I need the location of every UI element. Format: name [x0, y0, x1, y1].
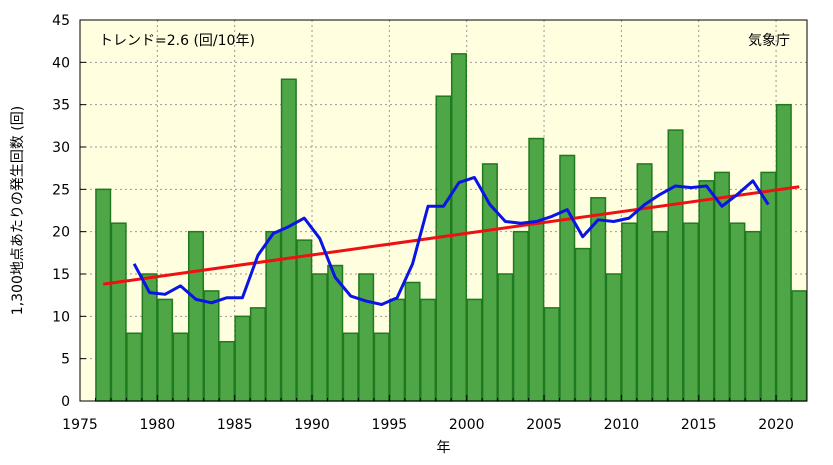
bar-1999 [450, 53, 467, 402]
plot-frame [79, 19, 808, 402]
bar-1990 [311, 273, 328, 402]
bar-2017 [729, 222, 746, 402]
y-tick-label: 30 [52, 140, 70, 156]
y-tick-label: 5 [61, 352, 70, 368]
y-tick-label: 25 [52, 182, 70, 198]
bar-2007 [574, 247, 591, 402]
moving-average-line [132, 175, 770, 306]
bar-2004 [528, 137, 545, 402]
bar-2003 [512, 230, 529, 402]
bar-2019 [760, 171, 777, 402]
bar-2012 [652, 230, 669, 402]
bar-1996 [404, 281, 421, 402]
y-tick-label: 40 [52, 55, 70, 71]
bar-1988 [280, 78, 297, 402]
x-tick-label: 2015 [681, 417, 717, 433]
bar-2000 [466, 298, 483, 402]
bar-2018 [744, 230, 761, 402]
y-tick-label: 0 [61, 394, 70, 410]
bar-1976 [95, 188, 112, 402]
bar-1983 [203, 290, 220, 402]
x-axis-label: 年 [437, 440, 451, 456]
bar-1992 [342, 332, 359, 402]
bar-2010 [621, 222, 638, 402]
bar-2001 [481, 163, 498, 402]
bar-2008 [590, 197, 607, 402]
y-tick-label: 15 [52, 267, 70, 283]
bar-1981 [172, 332, 189, 402]
bar-1993 [358, 273, 375, 402]
bar-1987 [265, 230, 282, 402]
bar-2021 [791, 290, 808, 402]
bar-2002 [497, 273, 514, 402]
x-tick-label: 2000 [449, 417, 485, 433]
bar-1978 [126, 332, 143, 402]
bar-1977 [110, 222, 127, 402]
trend-annotation: トレンド=2.6 (回/10年) [99, 33, 255, 49]
bar-1995 [389, 298, 406, 402]
bar-2009 [605, 273, 622, 402]
trend-line [102, 185, 800, 286]
x-tick-label: 1980 [140, 417, 176, 433]
y-tick-label: 45 [52, 13, 70, 29]
bar-1986 [249, 307, 266, 402]
x-tick-labels: 1975 1980 1985 1990 1995 2000 2005 2010 2015 2020 [62, 417, 794, 433]
bar-1985 [234, 315, 251, 402]
bar-1994 [373, 332, 390, 402]
x-tick-label: 1975 [62, 417, 98, 433]
bar-1982 [187, 230, 205, 402]
axis-ticks [79, 19, 808, 402]
bar-2006 [559, 154, 576, 402]
x-tick-label: 2010 [604, 417, 640, 433]
y-tick-label: 10 [52, 309, 70, 325]
y-tick-label: 20 [52, 225, 70, 241]
bar-2014 [682, 222, 700, 402]
bar-2013 [667, 129, 684, 402]
y-tick-labels: 0 5 10 15 20 25 30 35 40 45 [52, 13, 70, 410]
bar-1998 [435, 95, 452, 402]
bar-1997 [420, 298, 437, 402]
bar-1980 [157, 298, 174, 402]
bar-2020 [775, 103, 792, 402]
bar-2015 [698, 180, 715, 402]
x-tick-label: 1990 [294, 417, 330, 433]
y-tick-label: 35 [52, 98, 70, 114]
x-tick-label: 1995 [372, 417, 408, 433]
bar-2005 [543, 307, 560, 402]
x-tick-label: 1985 [217, 417, 253, 433]
source-annotation: 気象庁 [748, 33, 790, 49]
bar-1989 [296, 239, 313, 402]
bar-1984 [218, 340, 235, 402]
x-tick-label: 2020 [758, 417, 794, 433]
y-axis-label: 1,300地点あたりの発生回数 (回) [10, 106, 26, 315]
x-tick-label: 2005 [526, 417, 562, 433]
